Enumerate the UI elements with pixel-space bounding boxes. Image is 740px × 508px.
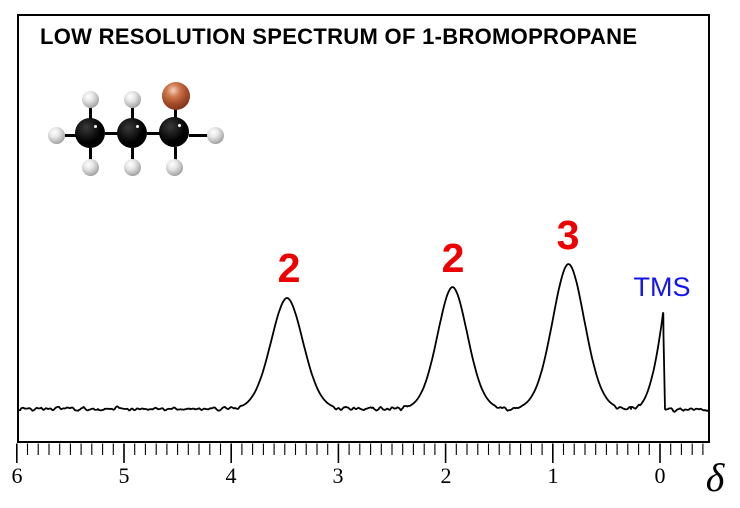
svg-text:2: 2 <box>278 245 301 291</box>
svg-text:0: 0 <box>655 463 666 488</box>
svg-text:6: 6 <box>12 463 23 488</box>
svg-text:3: 3 <box>333 463 344 488</box>
svg-text:2: 2 <box>442 235 465 281</box>
svg-text:1: 1 <box>548 463 559 488</box>
svg-text:3: 3 <box>557 212 580 258</box>
svg-text:2: 2 <box>441 463 452 488</box>
svg-text:4: 4 <box>226 463 237 488</box>
svg-text:5: 5 <box>119 463 130 488</box>
svg-text:TMS: TMS <box>634 272 691 302</box>
svg-text:δ: δ <box>706 455 726 500</box>
